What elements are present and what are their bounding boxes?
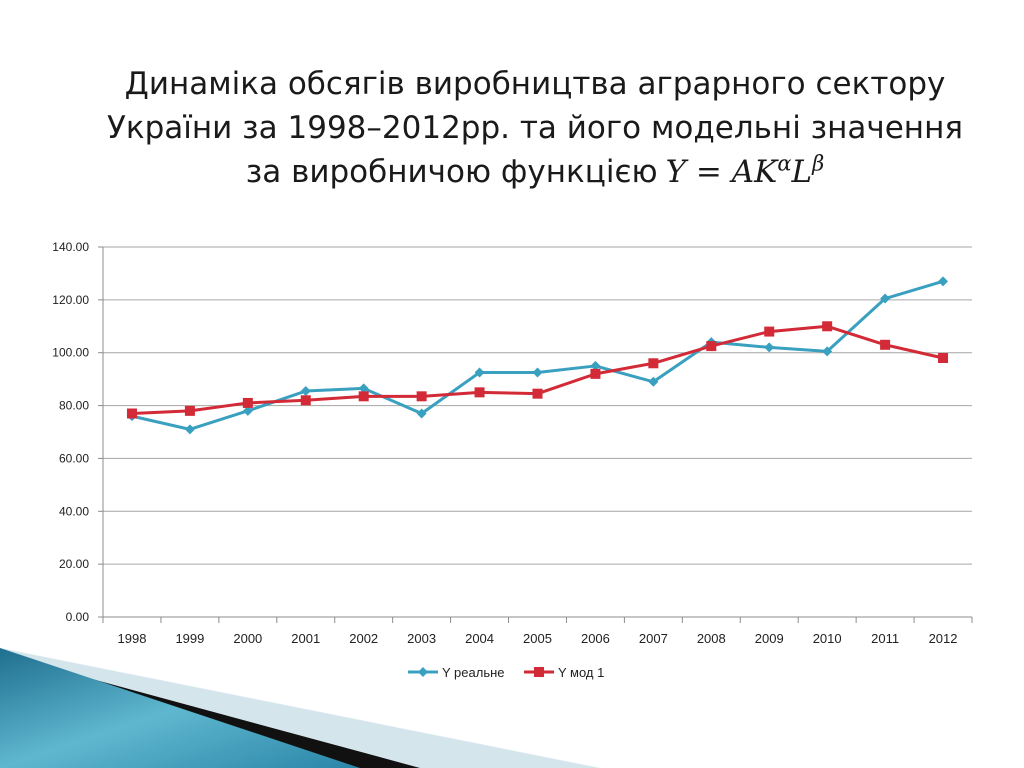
- formula: Y = AKαLβ: [665, 151, 825, 190]
- legend-label: Y реальне: [442, 665, 505, 680]
- data-point-square: [706, 341, 717, 352]
- legend: Y реальне Y мод 1: [408, 665, 604, 680]
- axes: 0.00 20.00 40.00 60.00 80.00 100.00 120.00 140.…: [52, 240, 973, 646]
- title-line-2: України за 1998–2012рр. та його модельні…: [107, 110, 963, 146]
- decor-black-band: [0, 654, 420, 768]
- data-point-square: [358, 391, 369, 402]
- x-tick-label: 2008: [697, 631, 726, 646]
- x-tick-label: 2010: [813, 631, 842, 646]
- x-tick-label: 2011: [871, 631, 899, 646]
- data-point-square: [648, 358, 659, 369]
- data-point-square: [300, 395, 311, 406]
- x-tick-label: 1999: [175, 631, 204, 646]
- slide-decoration: [0, 648, 600, 768]
- x-tick-label: 2000: [233, 631, 262, 646]
- formula-y: Y: [665, 154, 687, 190]
- series-y-model: [126, 321, 949, 419]
- data-point-square: [184, 405, 195, 416]
- data-point-square: [532, 388, 543, 399]
- data-point-square: [474, 387, 485, 398]
- data-point-square: [416, 391, 427, 402]
- x-tick-label: 2005: [523, 631, 552, 646]
- data-point-diamond: [416, 408, 427, 419]
- slide-title: Динаміка обсягів виробництва аграрного с…: [60, 62, 1010, 194]
- y-tick-label: 120.00: [52, 293, 89, 307]
- formula-eq: =: [695, 154, 722, 190]
- x-tick-label: 2012: [929, 631, 958, 646]
- y-tick-label: 40.00: [59, 504, 89, 518]
- data-point-diamond: [648, 376, 659, 387]
- series-lines: [126, 276, 949, 435]
- data-point-square: [938, 353, 949, 363]
- title-line-1: Динаміка обсягів виробництва аграрного с…: [124, 66, 946, 102]
- title-line-3-text: за виробничою функцією: [245, 154, 658, 190]
- x-tick-label: 2002: [349, 631, 378, 646]
- y-tick-label: 140.00: [52, 240, 89, 254]
- data-point-diamond: [300, 386, 311, 397]
- x-tick-label: 2009: [755, 631, 784, 646]
- data-point-diamond: [358, 383, 369, 394]
- data-point-diamond: [242, 405, 253, 416]
- legend-item: Y мод 1: [524, 665, 604, 680]
- y-tick-label: 100.00: [52, 346, 89, 360]
- data-point-square: [590, 368, 601, 379]
- formula-l: L: [791, 154, 813, 190]
- formula-beta: β: [812, 151, 825, 176]
- data-point-square: [126, 408, 137, 419]
- y-tick-label: 60.00: [59, 451, 89, 465]
- x-tick-label: 2006: [581, 631, 610, 646]
- x-tick-label: 2003: [407, 631, 436, 646]
- data-point-diamond: [764, 342, 775, 353]
- formula-alpha: α: [777, 151, 792, 176]
- data-point-square: [534, 667, 544, 677]
- line-chart: 0.00 20.00 40.00 60.00 80.00 100.00 120.00 140.…: [52, 240, 973, 680]
- data-point-diamond: [474, 367, 485, 378]
- data-point-diamond: [590, 360, 601, 371]
- x-tick-label: 1998: [118, 631, 147, 646]
- y-tick-label: 80.00: [59, 399, 89, 413]
- y-tick-label: 0.00: [66, 610, 90, 624]
- y-tick-label: 20.00: [59, 557, 89, 571]
- data-point-square: [764, 326, 775, 337]
- data-point-square: [242, 397, 253, 408]
- data-point-diamond: [880, 293, 891, 304]
- x-tick-label: 2007: [639, 631, 668, 646]
- formula-a: A: [731, 154, 755, 190]
- data-point-diamond: [938, 276, 949, 287]
- decor-blue-band: [0, 648, 360, 768]
- title-line-3: за виробничою функцією Y = AKαLβ: [60, 150, 1010, 194]
- data-point-diamond: [184, 424, 195, 435]
- data-point-diamond: [532, 367, 543, 378]
- legend-item: Y реальне: [408, 665, 505, 680]
- legend-label: Y мод 1: [558, 665, 604, 680]
- series-line: [131, 279, 944, 431]
- data-point-diamond: [822, 346, 833, 357]
- data-point-diamond: [418, 667, 428, 677]
- x-tick-label: 2001: [291, 631, 320, 646]
- x-tick-label: 2004: [465, 631, 494, 646]
- data-point-square: [822, 321, 833, 332]
- data-point-square: [880, 339, 891, 350]
- formula-k: K: [754, 154, 778, 190]
